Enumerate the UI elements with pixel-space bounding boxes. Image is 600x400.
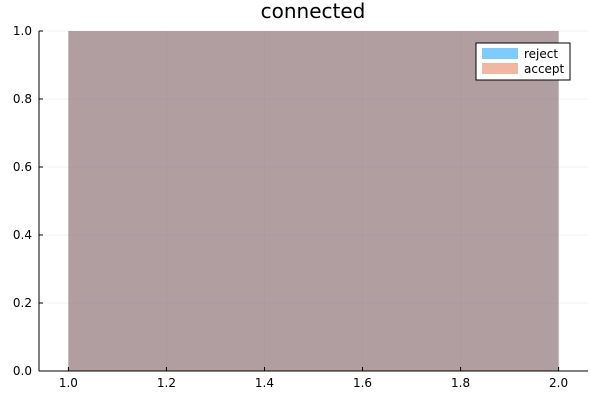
y-tick-label: 1.0 (13, 24, 32, 38)
y-tick-label: 0.8 (13, 92, 32, 106)
x-tick-label: 1.4 (255, 376, 274, 390)
bar-accept (68, 31, 559, 371)
y-tick-label: 0.2 (13, 296, 32, 310)
y-tick-label: 0.6 (13, 160, 32, 174)
legend-swatch-reject (482, 48, 518, 59)
y-ticks: 0.0 0.2 0.4 0.6 0.8 1.0 (13, 24, 43, 378)
legend-label-reject: reject (524, 47, 558, 61)
x-tick-label: 1.2 (157, 376, 176, 390)
x-tick-label: 2.0 (549, 376, 568, 390)
y-tick-label: 0.0 (13, 364, 32, 378)
chart-title: connected (261, 0, 366, 23)
x-tick-label: 1.8 (451, 376, 470, 390)
x-ticks: 1.0 1.2 1.4 1.6 1.8 2.0 (59, 367, 568, 390)
axes (38, 31, 588, 372)
bars (68, 31, 559, 371)
x-tick-label: 1.0 (59, 376, 78, 390)
x-tick-label: 1.6 (353, 376, 372, 390)
legend-label-accept: accept (524, 62, 565, 76)
legend-swatch-accept (482, 63, 518, 74)
y-tick-label: 0.4 (13, 228, 32, 242)
